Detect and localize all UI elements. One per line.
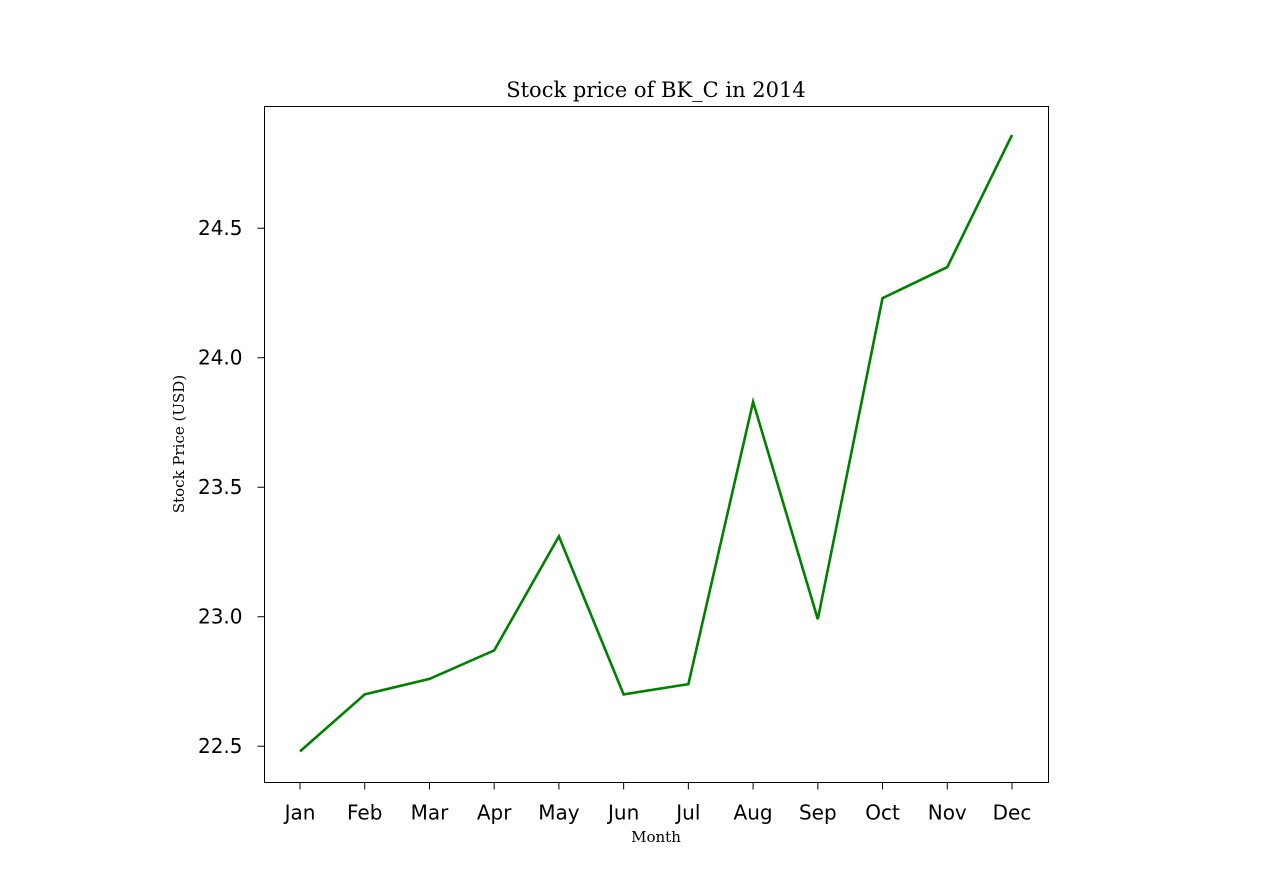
y-tick-label: 24.5 bbox=[198, 216, 243, 240]
x-tick-label-feb: Feb bbox=[347, 801, 382, 825]
y-tick-label: 23.0 bbox=[198, 605, 243, 629]
y-axis-label: Stock Price (USD) bbox=[170, 375, 188, 513]
x-tick-label-jan: Jan bbox=[283, 801, 316, 825]
x-tick-label-may: May bbox=[538, 801, 580, 825]
y-axis: 22.5 23.0 23.5 24.0 24.5 bbox=[198, 216, 265, 758]
y-tick-label: 22.5 bbox=[198, 734, 243, 758]
x-axis: Jan Feb Mar Apr May Jun Jul Aug Sep Oct Nov Dec bbox=[283, 782, 1032, 825]
series-line-0 bbox=[299, 134, 1014, 753]
x-tick-label-apr: Apr bbox=[477, 801, 512, 825]
x-tick-label-nov: Nov bbox=[928, 801, 967, 825]
x-tick-label-mar: Mar bbox=[411, 801, 450, 825]
x-axis-label: Month bbox=[631, 828, 681, 846]
x-tick-label-aug: Aug bbox=[734, 801, 773, 825]
y-tick-label: 23.5 bbox=[198, 475, 243, 499]
series-group bbox=[299, 134, 1014, 753]
x-tick-label-jun: Jun bbox=[606, 801, 639, 825]
y-tick-label: 24.0 bbox=[198, 346, 243, 370]
x-tick-label-jul: Jul bbox=[674, 801, 700, 825]
x-tick-label-oct: Oct bbox=[865, 801, 900, 825]
plot-area bbox=[264, 106, 1049, 783]
chart-title: Stock price of BK_C in 2014 bbox=[506, 78, 806, 102]
x-tick-label-dec: Dec bbox=[993, 801, 1032, 825]
x-tick-label-sep: Sep bbox=[799, 801, 837, 825]
